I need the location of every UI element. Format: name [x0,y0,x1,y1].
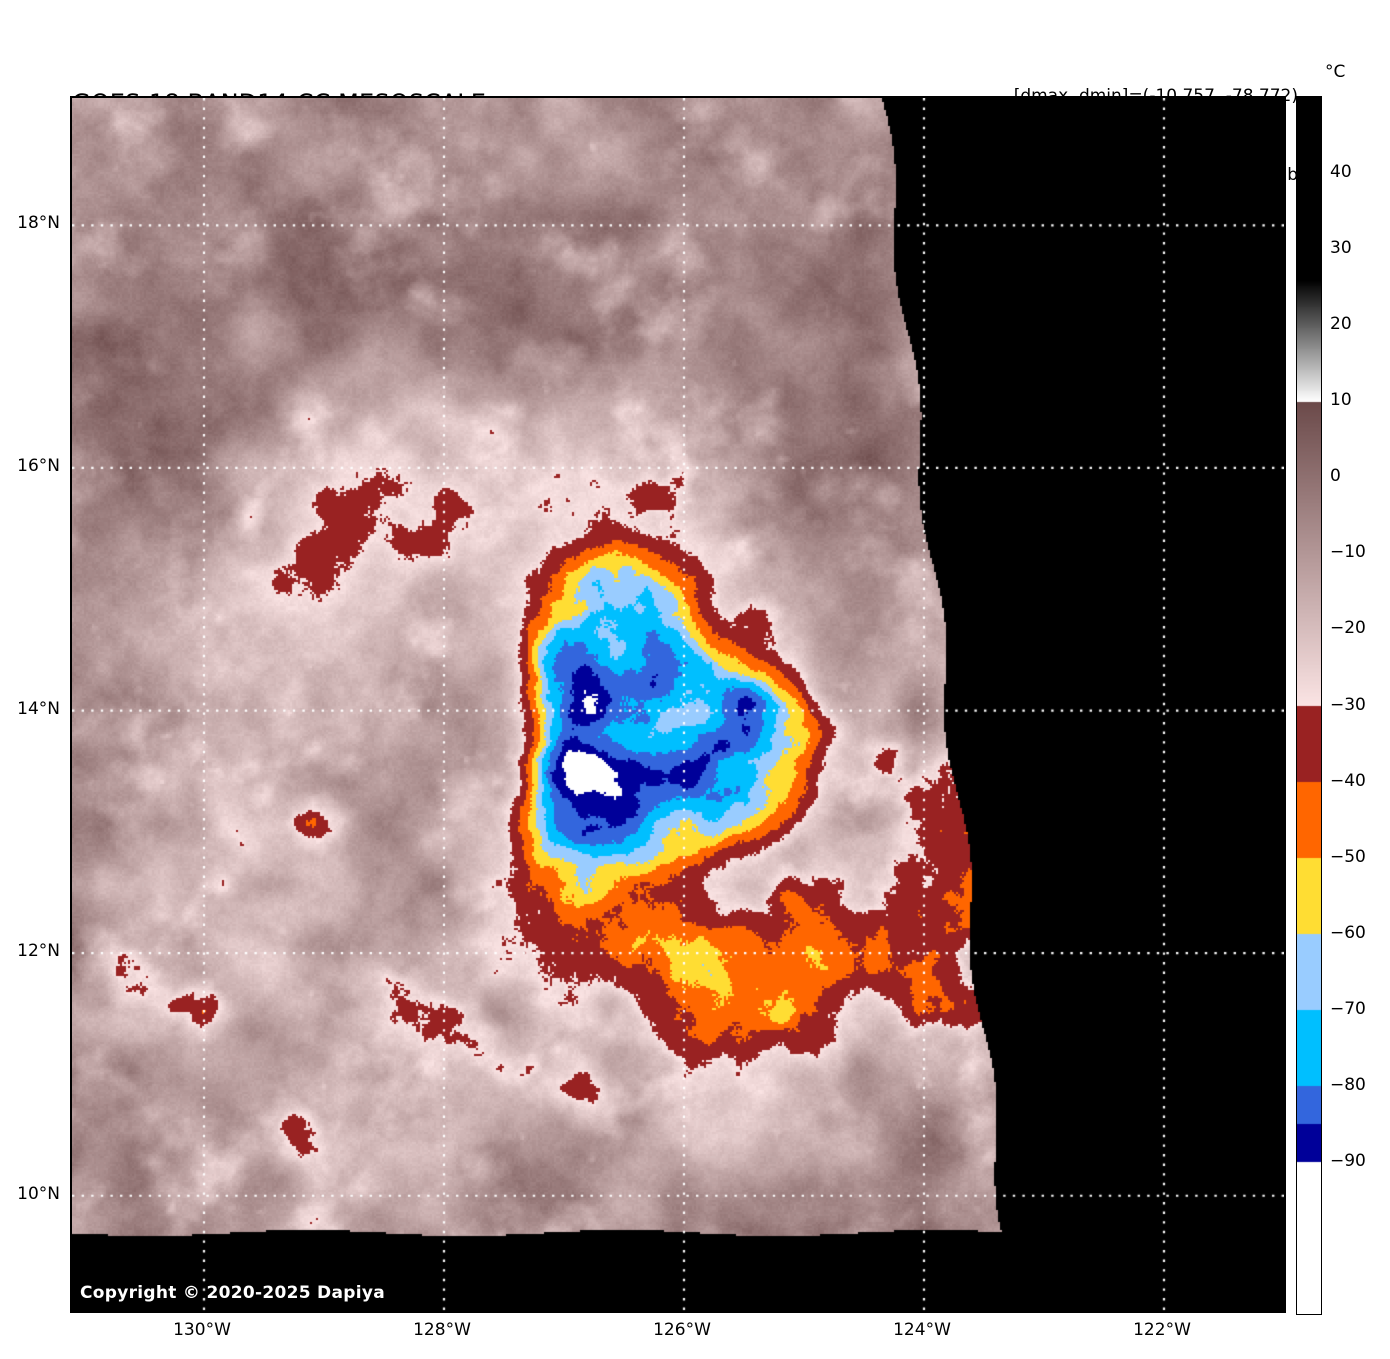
colorbar-tick-label: −50 [1330,846,1366,867]
x-axis-tick-label: 126°W [653,1320,711,1340]
y-axis-tick-label: 12°N [17,941,60,962]
satellite-infrared-imagery [72,98,1284,1311]
x-axis-tick-label: 130°W [173,1320,231,1340]
colorbar-tick-label: −90 [1330,1150,1366,1171]
x-axis-tick-label: 128°W [413,1320,471,1340]
x-axis-tick-label: 122°W [1133,1320,1191,1340]
y-axis-tick-label: 14°N [17,698,60,719]
colorbar [1296,96,1322,1315]
colorbar-tick-label: −20 [1330,618,1366,639]
colorbar-tick-label: 30 [1330,238,1352,259]
satellite-image-panel: Copyright © 2020-2025 Dapiya [70,96,1286,1313]
y-axis-tick-label: 16°N [17,455,60,476]
colorbar-gradient [1297,97,1321,1314]
colorbar-tick-label: 20 [1330,314,1352,335]
y-axis-tick-label: 18°N [17,213,60,234]
colorbar-tick-label: −70 [1330,998,1366,1019]
colorbar-tick-label: 0 [1330,466,1341,487]
colorbar-unit-label: °C [1325,62,1346,82]
colorbar-tick-label: −80 [1330,1074,1366,1095]
x-axis-tick-label: 124°W [893,1320,951,1340]
colorbar-tick-label: 10 [1330,390,1352,411]
colorbar-tick-label: −60 [1330,922,1366,943]
colorbar-tick-label: −40 [1330,770,1366,791]
copyright-label: Copyright © 2020-2025 Dapiya [80,1283,385,1303]
colorbar-tick-label: 40 [1330,162,1352,183]
y-axis-tick-label: 10°N [17,1183,60,1204]
colorbar-tick-label: −10 [1330,542,1366,563]
colorbar-tick-label: −30 [1330,694,1366,715]
